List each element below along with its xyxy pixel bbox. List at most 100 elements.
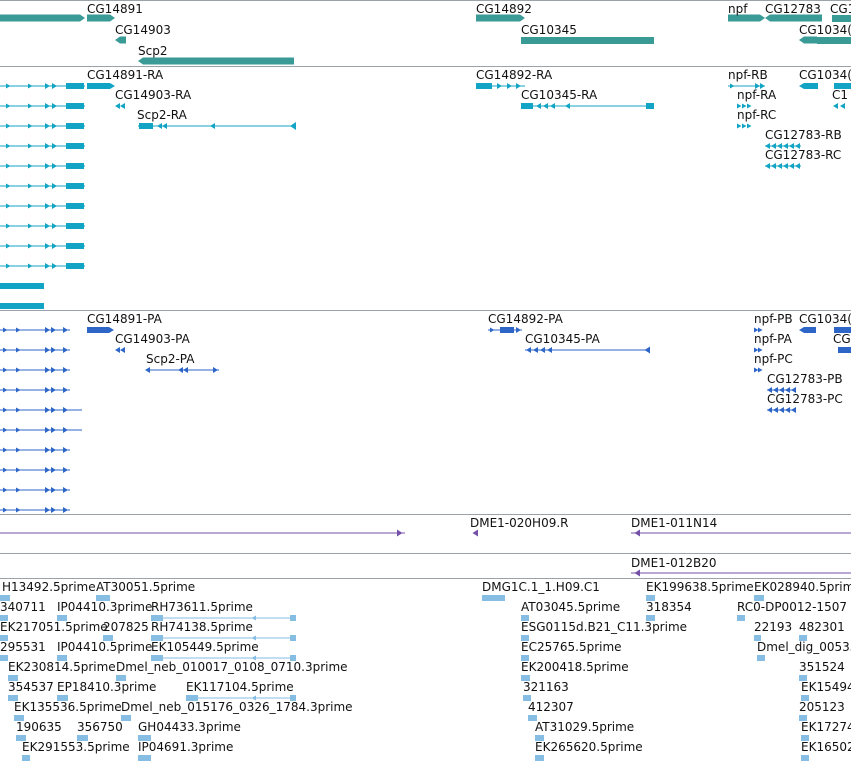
strand-arrow-left[interactable]: [771, 163, 776, 169]
strand-arrow-right[interactable]: [16, 427, 21, 433]
gene-glyph[interactable]: [521, 37, 654, 44]
strand-arrow-right[interactable]: [51, 427, 56, 433]
est-label[interactable]: 351524: [799, 660, 845, 674]
transcript-exon[interactable]: [0, 303, 44, 309]
protein-label[interactable]: Scp2-PA: [146, 352, 195, 366]
strand-arrow-right[interactable]: [28, 83, 33, 89]
transcript-exon[interactable]: [66, 143, 84, 149]
strand-arrow-right[interactable]: [6, 83, 11, 89]
gene-glyph[interactable]: [138, 57, 294, 65]
transcript-label[interactable]: CG1034(: [799, 68, 851, 82]
protein-label[interactable]: npf-PB: [754, 312, 793, 326]
est-exon[interactable]: [96, 595, 110, 601]
strand-arrow-right[interactable]: [52, 223, 57, 229]
strand-arrow-right[interactable]: [3, 347, 8, 353]
strand-arrow-right[interactable]: [516, 83, 521, 89]
est-exon[interactable]: [138, 755, 151, 761]
strand-arrow-right[interactable]: [78, 183, 83, 189]
est-label[interactable]: EK291553.5prime: [22, 740, 130, 754]
est-exon[interactable]: [521, 675, 530, 681]
est-label[interactable]: RC0-DP0012-1507: [737, 600, 847, 614]
est-exon[interactable]: [8, 675, 18, 681]
strand-arrow-right[interactable]: [78, 103, 83, 109]
strand-arrow-right[interactable]: [78, 163, 83, 169]
est-label[interactable]: RH74138.5prime: [151, 620, 253, 634]
est-exon[interactable]: [0, 655, 8, 661]
transcript-exon[interactable]: [66, 163, 84, 169]
strand-arrow-left[interactable]: [543, 103, 548, 109]
est-exon[interactable]: [521, 655, 529, 661]
est-exon[interactable]: [482, 595, 505, 601]
strand-arrow-right[interactable]: [16, 407, 21, 413]
strand-arrow-right[interactable]: [742, 103, 747, 109]
transcript-exon[interactable]: [521, 103, 533, 109]
strand-arrow-right[interactable]: [51, 487, 56, 493]
gene-glyph[interactable]: [476, 14, 525, 22]
strand-arrow-right[interactable]: [51, 507, 56, 513]
gene-label[interactable]: CG14903: [115, 23, 171, 37]
est-label[interactable]: AT31029.5prime: [535, 720, 635, 734]
strand-arrow-left[interactable]: [789, 143, 794, 149]
strand-arrow-left[interactable]: [540, 347, 545, 353]
strand-arrow-right[interactable]: [6, 143, 11, 149]
strand-arrow-left[interactable]: [290, 122, 296, 130]
est-label[interactable]: EK217051.5prime: [0, 620, 108, 634]
est-label[interactable]: EK16502: [801, 740, 851, 754]
est-exon[interactable]: [757, 655, 765, 661]
strand-arrow-left[interactable]: [789, 163, 794, 169]
strand-arrow-left[interactable]: [795, 163, 800, 169]
est-exon[interactable]: [14, 715, 24, 721]
strand-arrow-right[interactable]: [497, 83, 502, 89]
strand-arrow-right[interactable]: [28, 243, 33, 249]
est-label[interactable]: Dmel_neb_015176_0326_1784.3prime: [121, 700, 353, 714]
protein-label[interactable]: npf-PA: [754, 332, 792, 346]
est-label[interactable]: EK105449.5prime: [151, 640, 259, 654]
strand-arrow-right[interactable]: [754, 367, 759, 373]
est-exon[interactable]: [801, 695, 809, 701]
est-label[interactable]: 356750: [77, 720, 123, 734]
transcript-label[interactable]: npf-RB: [728, 68, 768, 82]
protein-label[interactable]: npf-PC: [754, 352, 793, 366]
strand-arrow-right[interactable]: [45, 347, 50, 353]
strand-arrow-right[interactable]: [28, 223, 33, 229]
strand-arrow-right[interactable]: [6, 223, 11, 229]
strand-arrow-left[interactable]: [840, 103, 845, 109]
protein-label[interactable]: CG12783-PB: [767, 372, 843, 386]
strand-arrow-left[interactable]: [779, 407, 784, 413]
strand-arrow-left[interactable]: [120, 347, 125, 353]
transcript-exon[interactable]: [646, 103, 654, 109]
strand-arrow-right[interactable]: [16, 487, 21, 493]
strand-arrow-right[interactable]: [51, 347, 56, 353]
protein-label[interactable]: CG14891-PA: [87, 312, 162, 326]
transcript-label[interactable]: CG12783-RB: [765, 128, 842, 142]
strand-arrow-right[interactable]: [28, 143, 33, 149]
transcript-label[interactable]: CG14903-RA: [115, 88, 192, 102]
strand-arrow-right[interactable]: [52, 183, 57, 189]
clone-label[interactable]: DME1-020H09.R: [470, 516, 569, 530]
strand-arrow-right[interactable]: [755, 83, 760, 89]
strand-arrow-right[interactable]: [16, 327, 21, 333]
strand-arrow-right[interactable]: [45, 387, 50, 393]
strand-arrow-right[interactable]: [45, 427, 50, 433]
strand-arrow-left[interactable]: [547, 347, 552, 353]
est-label[interactable]: DMG1C.1_1.H09.C1: [482, 580, 600, 594]
gene-label[interactable]: Scp2: [138, 44, 168, 58]
strand-arrow-left[interactable]: [536, 103, 541, 109]
strand-arrow-left[interactable]: [765, 143, 770, 149]
strand-arrow-right[interactable]: [3, 467, 8, 473]
protein-label[interactable]: CG12783-PC: [767, 392, 843, 406]
strand-arrow-right[interactable]: [45, 183, 50, 189]
gene-glyph[interactable]: [832, 15, 851, 22]
est-exon[interactable]: [138, 735, 151, 741]
strand-arrow-right[interactable]: [6, 203, 11, 209]
transcript-exon[interactable]: [66, 223, 84, 229]
strand-arrow-left[interactable]: [833, 103, 838, 109]
strand-arrow-left[interactable]: [251, 615, 257, 621]
protein-exon[interactable]: [834, 327, 851, 333]
strand-arrow-right[interactable]: [28, 183, 33, 189]
est-label[interactable]: 22193: [754, 620, 793, 634]
strand-arrow-left[interactable]: [795, 143, 800, 149]
strand-arrow-right[interactable]: [737, 103, 742, 109]
est-exon[interactable]: [0, 615, 8, 621]
